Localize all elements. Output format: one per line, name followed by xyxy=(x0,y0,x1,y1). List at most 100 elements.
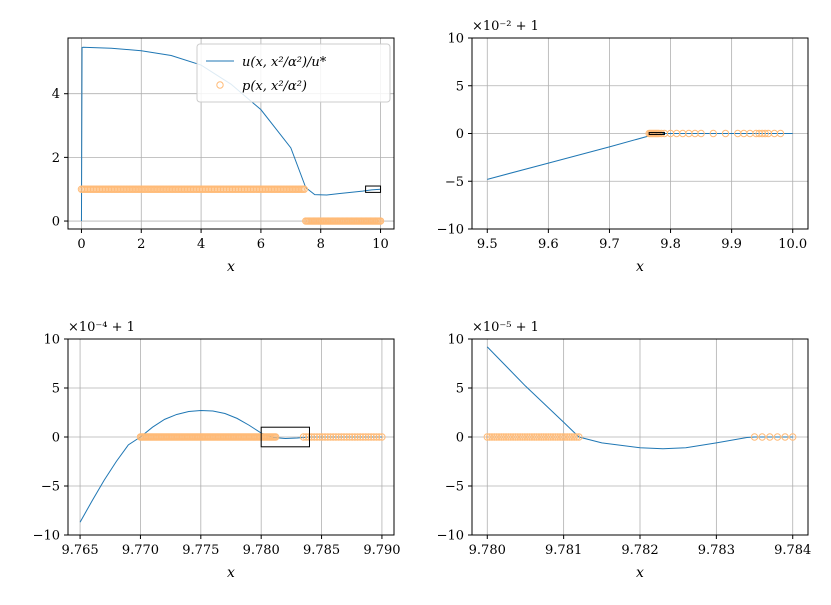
bottom-right-scatter-point xyxy=(488,433,496,441)
bottom-right-scatter-point xyxy=(547,433,555,441)
bottom-left-scatter-point xyxy=(375,433,383,441)
bottom-right-scatter-point xyxy=(523,433,531,441)
bottom-right-scatter-point xyxy=(561,433,569,441)
top-right-plot-area xyxy=(487,129,793,180)
bottom-left-scatter-point xyxy=(353,433,362,441)
bottom-left-scatter-point xyxy=(343,433,351,441)
top-right-x-tick-label: 10.0 xyxy=(778,237,807,252)
bottom-left-scatter-point xyxy=(324,433,332,441)
bottom-left-plot-area xyxy=(79,410,386,523)
top-right-y-tick-label: 10 xyxy=(447,32,464,47)
bottom-left-scatter-point xyxy=(299,433,308,441)
bottom-left-scatter-point xyxy=(348,433,356,441)
bottom-left-scatter-point xyxy=(313,433,321,441)
bottom-right-scatter-point xyxy=(514,433,522,441)
bottom-right-scatter-point xyxy=(568,433,576,441)
bottom-right-y-tick-label: 0 xyxy=(456,431,464,446)
bottom-left-scatter-point xyxy=(337,433,346,441)
top-left-series-line xyxy=(80,46,381,222)
bottom-right-scatter-point xyxy=(789,433,797,441)
panel-top-right: 9.5 9.6 9.7 9.8 9.9 10.0 −10 −5 0 5 10 x ×10⁻² + 1 xyxy=(437,19,809,275)
bottom-right-x-tick-label: 9.782 xyxy=(621,543,658,558)
bottom-left-zoom-box xyxy=(260,426,310,448)
bottom-left-offset-label: ×10⁻⁴ + 1 xyxy=(68,320,135,335)
bottom-left-scatter-point xyxy=(345,433,354,441)
bottom-right-scatter-point xyxy=(549,433,557,441)
bottom-left-scatter-point xyxy=(321,433,329,441)
top-right-y-tick-label: −10 xyxy=(437,223,464,238)
top-right-series-line xyxy=(487,133,793,180)
bottom-left-scatter-point xyxy=(318,433,327,441)
bottom-right-scatter-point xyxy=(507,433,515,441)
bottom-left-scatter-point xyxy=(315,433,324,441)
bottom-right-scatter-point xyxy=(781,433,789,441)
top-right-y-tick-label: −5 xyxy=(445,175,464,190)
top-left-x-tick-label: 0 xyxy=(77,237,85,252)
bottom-right-scatter-point xyxy=(551,433,560,441)
bottom-right-scatter-point xyxy=(565,433,574,441)
bottom-right-scatter-point xyxy=(558,433,567,441)
bottom-right-scatter-point xyxy=(554,433,562,441)
bottom-left-scatter-point xyxy=(367,433,375,441)
top-left-plot-area xyxy=(77,46,385,225)
bottom-left-scatter-point xyxy=(361,433,370,441)
top-left-x-tick-label: 2 xyxy=(137,237,145,252)
bottom-left-scatter-point xyxy=(340,433,348,441)
bottom-left-x-tick-label: 9.775 xyxy=(182,543,219,558)
panel-bottom-left: 9.765 9.770 9.775 9.780 9.785 9.790 −10 −5 0 5 10 x… xyxy=(33,320,401,581)
bottom-right-scatter-point xyxy=(544,433,553,441)
bottom-right-y-tick-label: −5 xyxy=(445,480,464,495)
bottom-left-scatter-point xyxy=(332,433,340,441)
legend-entry-label: p(x, x²/α²) xyxy=(242,79,307,94)
bottom-right-scatter-point xyxy=(500,433,508,441)
bottom-left-scatter-point xyxy=(271,433,280,441)
top-right-x-tick-label: 9.8 xyxy=(660,237,681,252)
top-left-x-tick-label: 10 xyxy=(372,237,389,252)
bottom-right-x-tick-label: 9.780 xyxy=(469,543,506,558)
bottom-right-scatter-point xyxy=(539,433,548,441)
bottom-left-scatter-point xyxy=(326,433,335,441)
bottom-left-x-tick-label: 9.780 xyxy=(243,543,280,558)
bottom-left-x-tick-label: 9.765 xyxy=(61,543,98,558)
bottom-right-scatter-point xyxy=(492,433,501,441)
bottom-right-scatter-point xyxy=(750,433,759,441)
bottom-left-scatter-point xyxy=(334,433,343,441)
top-right-offset-label: ×10⁻² + 1 xyxy=(472,19,539,34)
bottom-right-scatter-point xyxy=(563,433,571,441)
bottom-right-scatter-point xyxy=(502,433,510,441)
bottom-right-plot-area xyxy=(483,346,797,450)
top-left-x-tick-label: 4 xyxy=(197,237,205,252)
top-left-zoom-box xyxy=(365,185,382,193)
bottom-left-x-tick-label: 9.790 xyxy=(363,543,400,558)
legend-marker-swatch xyxy=(216,81,224,89)
bottom-left-x-tick-label: 9.770 xyxy=(122,543,159,558)
bottom-right-scatter-point xyxy=(521,433,529,441)
bottom-right-scatter-point xyxy=(497,433,506,441)
bottom-right-scatter-point xyxy=(528,433,536,441)
bottom-left-scatter-point xyxy=(351,433,359,441)
bottom-left-series-line xyxy=(79,410,382,523)
top-right-y-tick-label: 5 xyxy=(456,79,464,94)
top-right-x-axis-label: x xyxy=(636,259,644,275)
top-left-y-tick-label: 4 xyxy=(52,87,60,102)
bottom-left-y-tick-label: 10 xyxy=(43,333,60,348)
top-left-scatter-point xyxy=(376,217,385,225)
bottom-right-x-tick-label: 9.783 xyxy=(698,543,735,558)
bottom-right-scatter-point xyxy=(537,433,546,441)
top-right-x-tick-label: 9.9 xyxy=(721,237,742,252)
top-right-scatter-point xyxy=(697,129,705,138)
bottom-left-scatter-point xyxy=(370,433,378,441)
legend-box xyxy=(196,43,391,103)
bottom-left-x-axis-label: x xyxy=(227,565,235,581)
bottom-left-scatter-point xyxy=(310,433,318,441)
top-left-x-tick-label: 6 xyxy=(257,237,265,252)
top-right-x-tick-label: 9.5 xyxy=(477,237,498,252)
bottom-left-scatter-point xyxy=(356,433,364,441)
top-left-x-axis-label: x xyxy=(227,259,235,275)
bottom-right-scatter-point xyxy=(535,433,543,441)
bottom-right-y-tick-label: 10 xyxy=(447,333,464,348)
bottom-left-y-tick-label: 5 xyxy=(52,382,60,397)
bottom-right-offset-label: ×10⁻⁵ + 1 xyxy=(472,320,539,335)
top-right-x-tick-label: 9.6 xyxy=(538,237,559,252)
bottom-left-scatter-point xyxy=(305,433,313,441)
